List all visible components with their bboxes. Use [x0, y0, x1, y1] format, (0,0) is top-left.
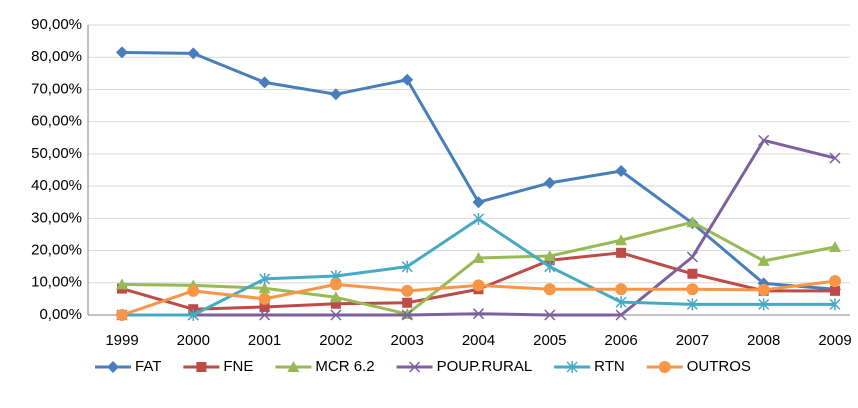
x-tick-label: 2005 — [533, 332, 566, 349]
marker — [472, 196, 485, 209]
x-tick-label: 1999 — [105, 332, 138, 349]
marker — [472, 279, 485, 292]
legend-label: FNE — [223, 358, 253, 375]
marker — [829, 275, 841, 288]
marker — [758, 298, 770, 311]
marker — [472, 251, 485, 263]
y-tick-label: 30,00% — [31, 209, 82, 226]
y-tick-label: 60,00% — [31, 113, 82, 130]
marker — [543, 176, 556, 189]
marker — [330, 298, 341, 309]
marker — [829, 298, 841, 311]
marker — [829, 241, 841, 253]
x-tick-label: 2009 — [818, 332, 851, 349]
marker — [116, 46, 128, 59]
marker — [544, 309, 556, 321]
marker — [829, 152, 841, 164]
marker — [259, 301, 270, 312]
x-tick-label: 2001 — [248, 332, 281, 349]
marker — [116, 278, 128, 290]
marker — [116, 309, 128, 321]
marker — [615, 283, 628, 296]
marker — [330, 309, 342, 321]
series-line — [122, 217, 835, 317]
marker — [187, 284, 200, 297]
marker — [615, 164, 628, 177]
marker — [187, 309, 199, 321]
marker — [401, 284, 414, 297]
legend-label: OUTROS — [687, 358, 751, 375]
marker — [757, 254, 770, 266]
marker — [401, 73, 414, 86]
marker — [258, 76, 271, 89]
marker — [259, 309, 271, 321]
marker — [686, 298, 698, 311]
marker — [544, 260, 556, 273]
marker — [472, 212, 485, 225]
marker — [287, 361, 300, 372]
marker — [258, 292, 271, 305]
marker — [196, 362, 207, 372]
marker — [258, 282, 271, 294]
x-tick-label: 2004 — [462, 332, 495, 349]
y-tick-label: 0,00% — [39, 306, 82, 323]
marker — [686, 283, 699, 296]
marker — [616, 247, 627, 258]
x-tick-label: 2007 — [676, 332, 709, 349]
marker — [757, 283, 770, 296]
marker — [409, 361, 421, 373]
marker — [615, 296, 627, 309]
marker — [758, 134, 770, 146]
legend-label: MCR 6.2 — [315, 358, 374, 375]
x-tick-label: 2000 — [177, 332, 210, 349]
y-tick-label: 70,00% — [31, 80, 82, 97]
y-tick-label: 80,00% — [31, 48, 82, 65]
marker — [830, 285, 840, 296]
marker — [329, 88, 342, 101]
marker — [401, 309, 413, 321]
marker — [566, 361, 578, 373]
y-tick-label: 20,00% — [31, 242, 82, 259]
series-line — [121, 220, 836, 316]
legend-label: FAT — [135, 358, 161, 375]
marker — [658, 361, 671, 373]
marker — [259, 272, 271, 285]
marker — [543, 283, 556, 296]
marker — [472, 308, 485, 320]
marker — [401, 260, 413, 273]
marker — [687, 268, 698, 279]
marker — [615, 234, 628, 246]
x-tick-label: 2003 — [391, 332, 424, 349]
legend-label: RTN — [594, 358, 625, 375]
marker — [107, 361, 119, 373]
y-tick-label: 10,00% — [31, 274, 82, 291]
y-tick-label: 50,00% — [31, 145, 82, 162]
y-tick-label: 40,00% — [31, 177, 82, 194]
marker — [543, 250, 556, 262]
marker — [686, 216, 699, 228]
marker — [402, 297, 413, 308]
y-tick-label: 90,00% — [31, 16, 82, 33]
x-tick-label: 2006 — [604, 332, 637, 349]
marker — [329, 291, 342, 303]
marker — [187, 47, 200, 60]
marker — [615, 309, 627, 321]
marker — [686, 251, 698, 263]
legend-label: POUP.RURAL — [437, 358, 533, 375]
marker — [329, 278, 342, 291]
x-tick-label: 2002 — [319, 332, 352, 349]
x-tick-label: 2008 — [747, 332, 780, 349]
